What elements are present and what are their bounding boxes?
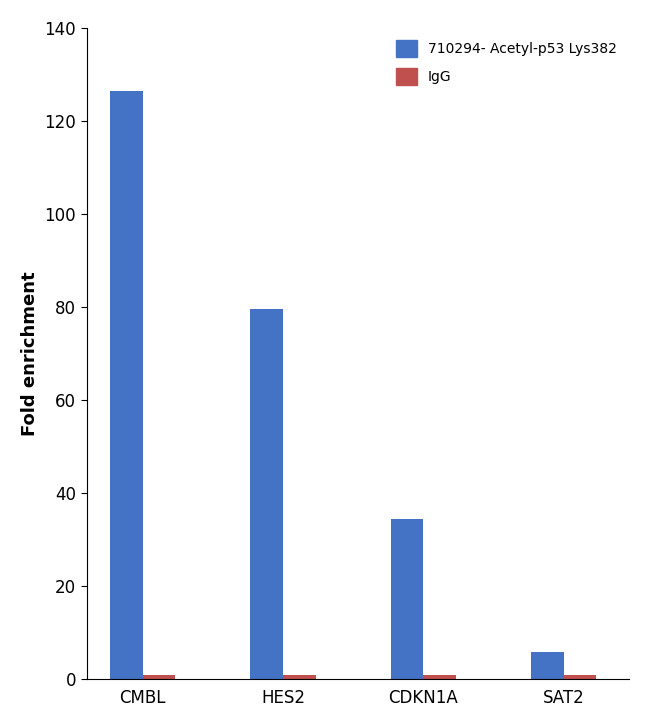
Bar: [283, 675, 316, 679]
Bar: [250, 309, 283, 679]
Bar: [110, 91, 143, 679]
Y-axis label: Fold enrichment: Fold enrichment: [21, 272, 39, 436]
Bar: [391, 519, 423, 679]
Bar: [143, 675, 176, 679]
Bar: [531, 652, 564, 679]
Bar: [423, 675, 456, 679]
Bar: [564, 675, 597, 679]
Legend: 710294- Acetyl-p53 Lys382, IgG: 710294- Acetyl-p53 Lys382, IgG: [390, 35, 622, 91]
